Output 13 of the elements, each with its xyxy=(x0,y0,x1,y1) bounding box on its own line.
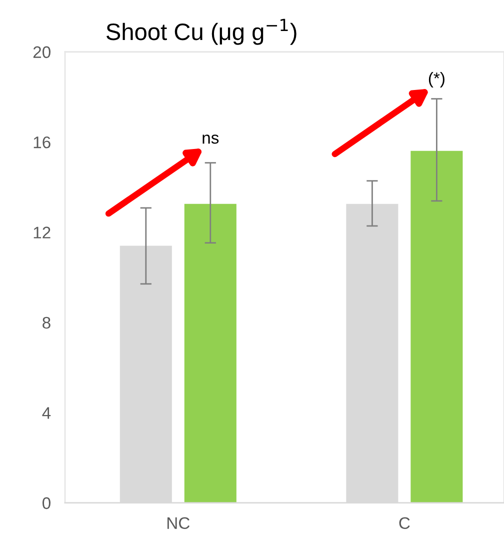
y-tick-label: 20 xyxy=(33,46,50,58)
y-tick-label: 16 xyxy=(34,136,50,148)
x-tick-label: C xyxy=(399,517,410,529)
y-tick-label: 12 xyxy=(34,226,50,238)
bar xyxy=(184,204,236,503)
y-tick-label: 4 xyxy=(42,407,51,419)
y-tick-label: 0 xyxy=(42,497,50,510)
bar xyxy=(410,150,463,503)
y-tick-label: 8 xyxy=(42,316,50,329)
x-tick-label: NC xyxy=(167,517,190,529)
chart-title: Shoot Cu (μg g$^{−1}$) xyxy=(106,18,296,45)
annotation: ns xyxy=(202,134,219,144)
annotation: (*) xyxy=(428,72,444,88)
